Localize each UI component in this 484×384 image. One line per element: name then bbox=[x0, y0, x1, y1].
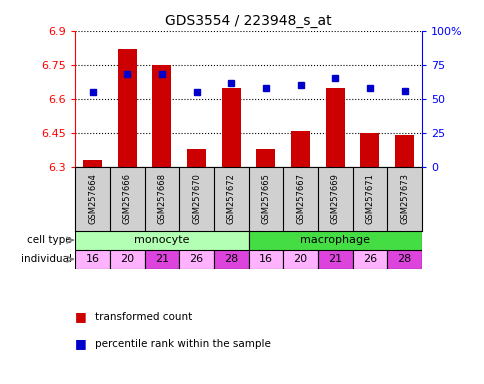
Text: 28: 28 bbox=[224, 254, 238, 264]
Title: GDS3554 / 223948_s_at: GDS3554 / 223948_s_at bbox=[165, 14, 331, 28]
Bar bbox=[152, 65, 171, 167]
FancyBboxPatch shape bbox=[318, 250, 352, 269]
Text: 20: 20 bbox=[293, 254, 307, 264]
FancyBboxPatch shape bbox=[248, 250, 283, 269]
Bar bbox=[394, 135, 413, 167]
Text: GSM257664: GSM257664 bbox=[88, 174, 97, 224]
FancyBboxPatch shape bbox=[213, 250, 248, 269]
Bar bbox=[83, 160, 102, 167]
Text: GSM257667: GSM257667 bbox=[295, 173, 304, 224]
Bar bbox=[325, 88, 344, 167]
FancyBboxPatch shape bbox=[248, 231, 421, 250]
FancyBboxPatch shape bbox=[352, 250, 386, 269]
Text: cell type: cell type bbox=[27, 235, 72, 245]
FancyBboxPatch shape bbox=[179, 250, 213, 269]
Text: transformed count: transformed count bbox=[94, 312, 192, 322]
Text: 28: 28 bbox=[397, 254, 411, 264]
FancyBboxPatch shape bbox=[109, 250, 144, 269]
Text: 26: 26 bbox=[189, 254, 203, 264]
Text: GSM257672: GSM257672 bbox=[226, 174, 235, 224]
Text: ■: ■ bbox=[75, 337, 87, 350]
Text: GSM257673: GSM257673 bbox=[399, 173, 408, 224]
Text: GSM257665: GSM257665 bbox=[261, 174, 270, 224]
Bar bbox=[256, 149, 275, 167]
FancyBboxPatch shape bbox=[75, 250, 109, 269]
Text: monocyte: monocyte bbox=[134, 235, 189, 245]
FancyBboxPatch shape bbox=[144, 250, 179, 269]
Text: ■: ■ bbox=[75, 310, 87, 323]
FancyBboxPatch shape bbox=[75, 231, 248, 250]
Text: 21: 21 bbox=[328, 254, 342, 264]
Text: GSM257671: GSM257671 bbox=[364, 174, 374, 224]
Text: individual: individual bbox=[21, 254, 72, 264]
Bar bbox=[187, 149, 206, 167]
Bar bbox=[221, 88, 240, 167]
Text: GSM257666: GSM257666 bbox=[122, 173, 132, 224]
Text: GSM257670: GSM257670 bbox=[192, 174, 201, 224]
Text: 16: 16 bbox=[85, 254, 99, 264]
FancyBboxPatch shape bbox=[283, 250, 318, 269]
Text: 16: 16 bbox=[258, 254, 272, 264]
Text: GSM257668: GSM257668 bbox=[157, 173, 166, 224]
Bar bbox=[290, 131, 309, 167]
Text: 21: 21 bbox=[154, 254, 168, 264]
Text: percentile rank within the sample: percentile rank within the sample bbox=[94, 339, 270, 349]
Text: macrophage: macrophage bbox=[300, 235, 369, 245]
FancyBboxPatch shape bbox=[386, 250, 421, 269]
Text: 20: 20 bbox=[120, 254, 134, 264]
Bar bbox=[118, 49, 136, 167]
Text: GSM257669: GSM257669 bbox=[330, 174, 339, 224]
Text: 26: 26 bbox=[362, 254, 376, 264]
Bar bbox=[360, 133, 378, 167]
